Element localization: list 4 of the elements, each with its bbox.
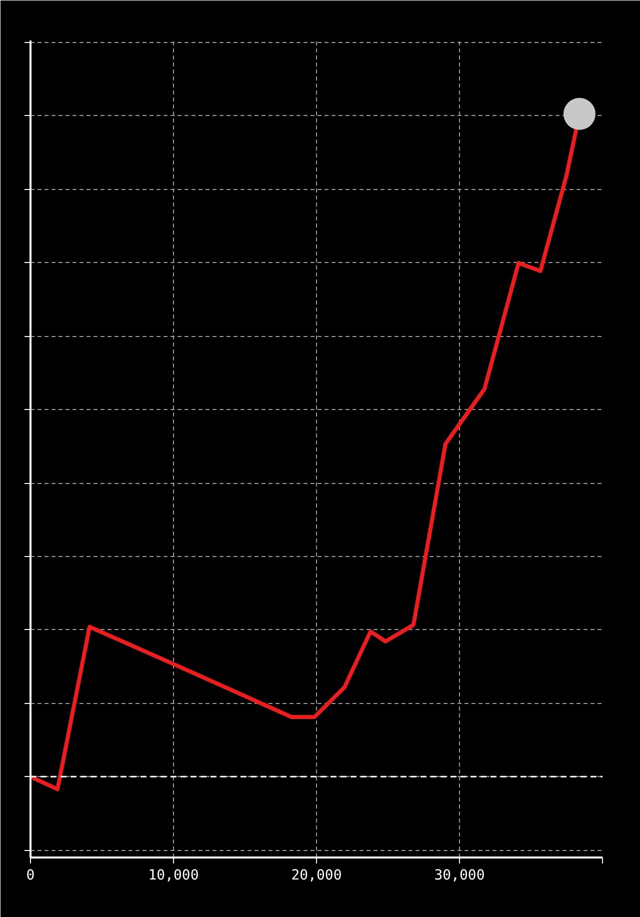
x-tick-label: 10,000 bbox=[148, 868, 199, 884]
x-tick-label: 30,000 bbox=[434, 868, 485, 884]
x-tick-label: 20,000 bbox=[291, 868, 342, 884]
x-tick-label: 0 bbox=[26, 868, 35, 884]
